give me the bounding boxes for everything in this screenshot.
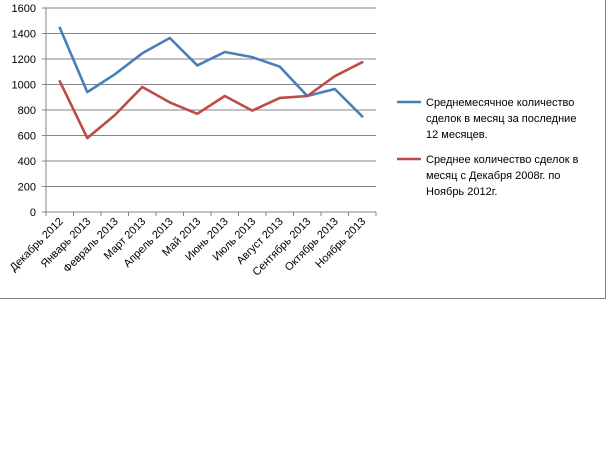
y-tick-label: 600 xyxy=(18,131,36,143)
y-tick-label: 800 xyxy=(18,105,36,117)
y-tick-label: 1400 xyxy=(12,29,36,41)
series-line-2 xyxy=(58,60,364,140)
legend-text-line: Ноябрь 2012г. xyxy=(426,186,497,198)
series-line-1 xyxy=(58,26,364,118)
legend-text-line: сделок в месяц за последние xyxy=(426,113,576,125)
legend-entry-2: Среднее количество сделок в месяц с Декаб… xyxy=(426,154,579,198)
legend-entry-1: Среднемесячное количество сделок в месяц … xyxy=(426,97,576,141)
y-tick-label: 1000 xyxy=(12,80,36,92)
y-tick-label: 1600 xyxy=(12,3,36,15)
y-tick-label: 0 xyxy=(30,207,36,219)
y-tick-label: 400 xyxy=(18,156,36,168)
y-tick-label: 1200 xyxy=(12,54,36,66)
chart-area: 0 200 400 600 800 1000 1200 1400 1600 Декабрь 201… xyxy=(0,0,606,299)
legend-text-line: Среднее количество сделок в xyxy=(426,154,579,166)
legend-text-line: 12 месяцев. xyxy=(426,129,488,141)
legend-text-line: Среднемесячное количество xyxy=(426,97,574,109)
legend-text-line: месяц с Декабря 2008г. по xyxy=(426,170,560,182)
y-tick-label: 200 xyxy=(18,182,36,194)
